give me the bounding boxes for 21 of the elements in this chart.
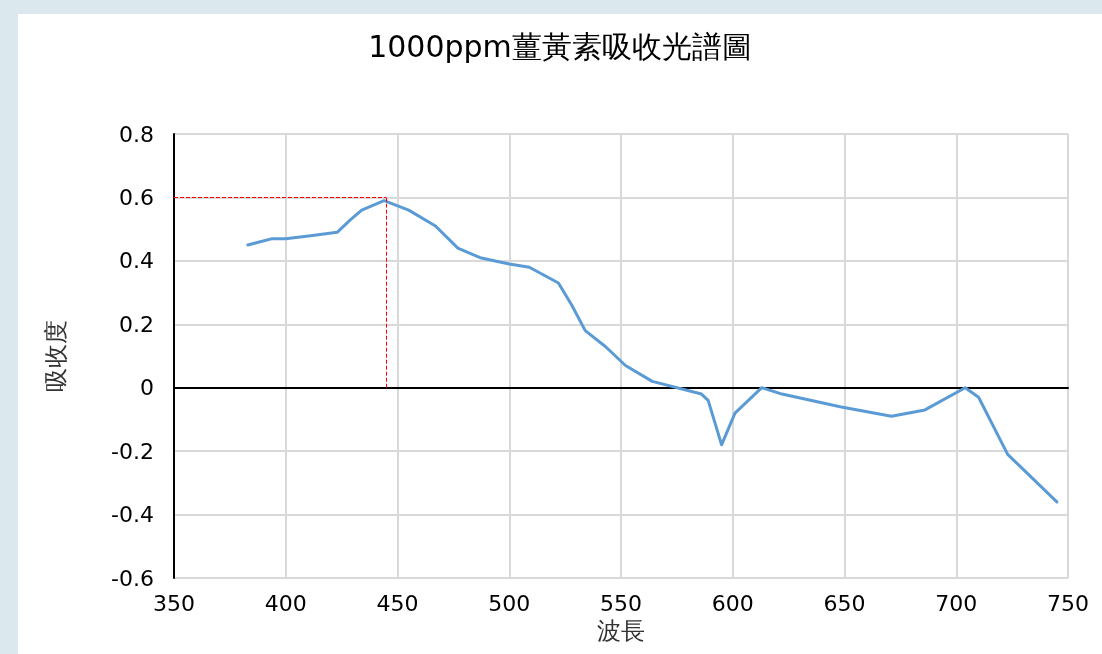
line-series [246,199,1059,504]
y-tick-label: 0.2 [119,311,154,337]
x-tick-label: 600 [711,590,754,616]
y-tick-label: 0.8 [119,121,154,147]
x-tick-label: 350 [153,590,195,616]
chart-title: 1000ppm薑黃素吸收光譜圖 [368,28,752,64]
x-tick-label: 700 [935,590,978,616]
x-tick-label: 500 [488,590,531,616]
x-axis-title: 波長 [597,616,645,645]
y-tick-label: 0.6 [119,184,154,210]
x-tick-label: 400 [264,590,307,616]
y-tick-label: -0.2 [111,438,154,464]
y-tick-label: 0 [140,375,154,401]
y-tick-label: 0.4 [119,248,154,274]
y-axis-title: 吸收度 [42,320,70,392]
y-tick-label: -0.4 [111,502,154,528]
x-tick-label: 550 [600,590,642,616]
x-tick-label: 450 [376,590,419,616]
x-tick-label: 650 [823,590,866,616]
x-tick-label: 750 [1047,590,1089,616]
y-tick-label: -0.6 [111,565,154,591]
